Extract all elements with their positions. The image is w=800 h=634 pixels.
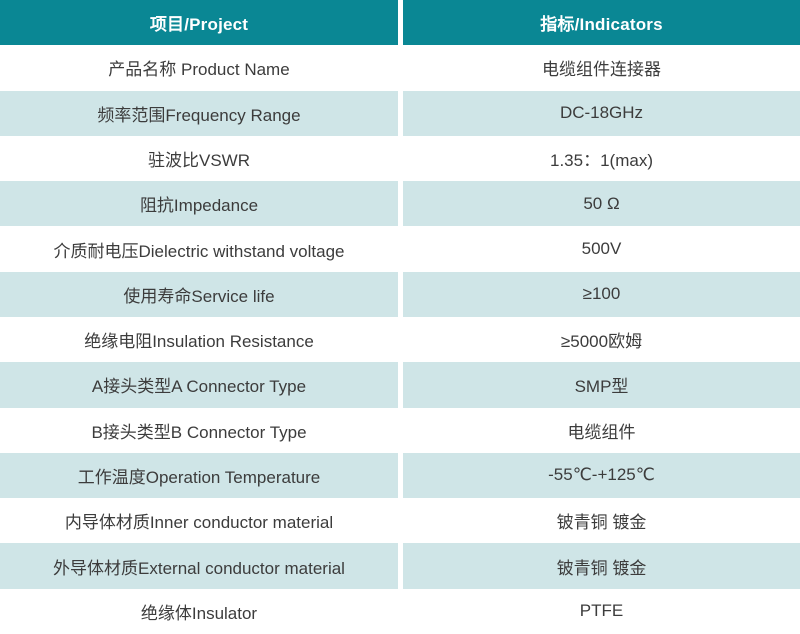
indicator-cell: -55℃-+125℃ — [403, 452, 800, 499]
indicator-cell: PTFE — [579, 601, 624, 621]
project-cell: 使用寿命Service life — [0, 271, 398, 317]
table-row: 驻波比VSWR 1.35：1(max) — [0, 135, 800, 182]
column-divider — [398, 498, 403, 544]
indicator-cell: 50 Ω — [403, 181, 800, 227]
column-divider — [398, 271, 403, 317]
column-divider — [398, 90, 403, 136]
table-row: 绝缘电阻Insulation Resistance ≥5000欧姆 — [0, 316, 800, 363]
table-row: 工作温度Operation Temperature -55℃-+125℃ — [0, 452, 800, 499]
project-cell: 介质耐电压Dielectric withstand voltage — [53, 241, 345, 261]
project-cell: 内导体材质Inner conductor material — [64, 513, 334, 533]
column-divider — [398, 452, 403, 499]
indicator-cell: ≥5000欧姆 — [560, 332, 643, 352]
project-cell: 阻抗Impedance — [0, 181, 398, 227]
table-row: 外导体材质External conductor material 铍青铜 镀金 — [0, 543, 800, 589]
column-divider — [398, 45, 403, 91]
column-divider — [398, 226, 403, 272]
table-row: 产品名称 Product Name 电缆组件连接器 — [0, 45, 800, 91]
indicator-cell: 电缆组件连接器 — [542, 60, 661, 80]
column-divider — [398, 181, 403, 227]
indicator-cell: 铍青铜 镀金 — [403, 543, 800, 589]
indicator-cell: SMP型 — [403, 362, 800, 408]
column-divider — [398, 588, 403, 634]
column-header-project: 项目/Project — [0, 0, 398, 46]
table-row: 阻抗Impedance 50 Ω — [0, 181, 800, 227]
column-header-indicators: 指标/Indicators — [403, 0, 800, 46]
indicator-cell: DC-18GHz — [403, 90, 800, 136]
column-divider — [398, 135, 403, 182]
project-cell: 绝缘电阻Insulation Resistance — [84, 332, 314, 352]
table-header-row: 项目/Project 指标/Indicators — [0, 0, 800, 46]
table-row: 绝缘体Insulator PTFE — [0, 588, 800, 634]
project-cell: 频率范围Frequency Range — [0, 90, 398, 136]
project-cell: B接头类型B Connector Type — [91, 422, 307, 442]
project-cell: 外导体材质External conductor material — [0, 543, 398, 589]
table-row: 内导体材质Inner conductor material 铍青铜 镀金 — [0, 498, 800, 544]
project-cell: 驻波比VSWR — [148, 150, 250, 170]
indicator-cell: 电缆组件 — [567, 422, 636, 442]
column-divider — [398, 362, 403, 408]
table-row: 使用寿命Service life ≥100 — [0, 271, 800, 317]
table-row: B接头类型B Connector Type 电缆组件 — [0, 407, 800, 453]
project-cell: A接头类型A Connector Type — [0, 362, 398, 408]
indicator-cell: 1.35：1(max) — [550, 150, 653, 170]
indicator-cell: ≥100 — [403, 271, 800, 317]
column-divider — [398, 407, 403, 453]
column-divider — [398, 316, 403, 363]
table-row: 频率范围Frequency Range DC-18GHz — [0, 90, 800, 136]
indicator-cell: 500V — [581, 239, 622, 259]
column-divider — [398, 543, 403, 589]
indicator-cell: 铍青铜 镀金 — [556, 513, 647, 533]
project-cell: 产品名称 Product Name — [108, 60, 290, 80]
column-divider — [398, 0, 403, 46]
table-row: 介质耐电压Dielectric withstand voltage 500V — [0, 226, 800, 272]
project-cell: 工作温度Operation Temperature — [0, 452, 398, 499]
table-row: A接头类型A Connector Type SMP型 — [0, 362, 800, 408]
project-cell: 绝缘体Insulator — [140, 603, 258, 623]
